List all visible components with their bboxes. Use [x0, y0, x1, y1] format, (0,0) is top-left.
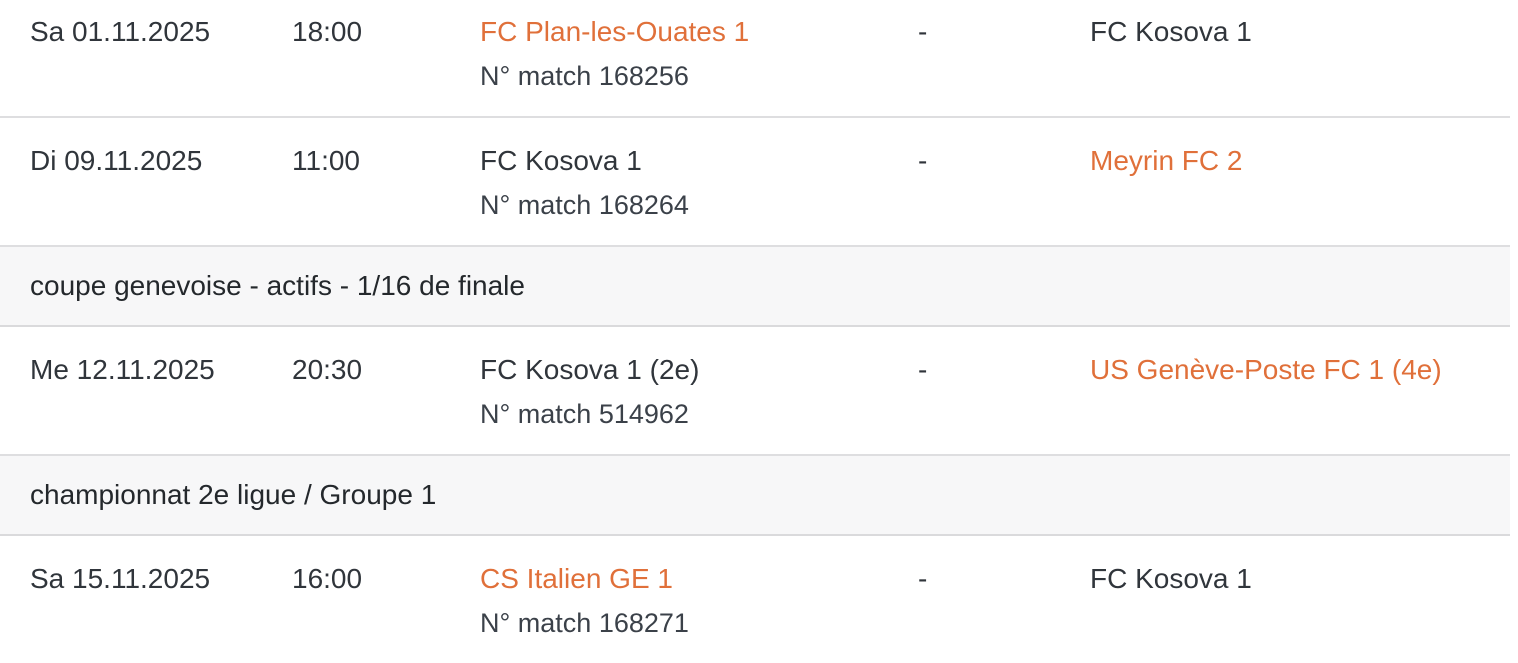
section-header-label: championnat 2e ligue / Groupe 1: [30, 479, 437, 510]
match-time: 11:00: [292, 145, 360, 176]
match-number: N° match 514962: [480, 399, 689, 429]
vs-dash: -: [918, 16, 928, 47]
match-time: 18:00: [292, 16, 363, 47]
match-time: 16:00: [292, 563, 363, 594]
vs-dash: -: [918, 354, 928, 385]
match-date: Sa 15.11.2025: [30, 563, 211, 594]
section-header: championnat 2e ligue / Groupe 1: [0, 454, 1510, 536]
match-date: Me 12.11.2025: [30, 354, 215, 385]
vs-dash: -: [918, 145, 928, 176]
away-team: FC Kosova 1: [1090, 563, 1252, 594]
away-team-link[interactable]: Meyrin FC 2: [1090, 145, 1243, 176]
match-row: Me 12.11.2025 20:30 FC Kosova 1 (2e) - U…: [0, 327, 1510, 454]
match-number: N° match 168256: [480, 61, 689, 91]
home-team-link[interactable]: CS Italien GE 1: [480, 563, 673, 594]
match-date: Di 09.11.2025: [30, 145, 203, 176]
home-team: FC Kosova 1: [480, 145, 642, 176]
match-number: N° match 168264: [480, 190, 689, 220]
match-row: Sa 15.11.2025 16:00 CS Italien GE 1 - FC…: [0, 536, 1510, 663]
match-row: Di 09.11.2025 11:00 FC Kosova 1 - Meyrin…: [0, 116, 1510, 245]
home-team-link[interactable]: FC Plan-les-Ouates 1: [480, 16, 750, 47]
match-row: Sa 01.11.2025 18:00 FC Plan-les-Ouates 1…: [0, 0, 1510, 116]
section-header-label: coupe genevoise - actifs - 1/16 de final…: [30, 270, 525, 301]
match-date: Sa 01.11.2025: [30, 16, 211, 47]
home-team: FC Kosova 1 (2e): [480, 354, 700, 385]
away-team: FC Kosova 1: [1090, 16, 1252, 47]
vs-dash: -: [918, 563, 928, 594]
match-time: 20:30: [292, 354, 363, 385]
match-number: N° match 168271: [480, 608, 689, 638]
away-team-link[interactable]: US Genève-Poste FC 1 (4e): [1090, 354, 1442, 385]
section-header: coupe genevoise - actifs - 1/16 de final…: [0, 245, 1510, 327]
